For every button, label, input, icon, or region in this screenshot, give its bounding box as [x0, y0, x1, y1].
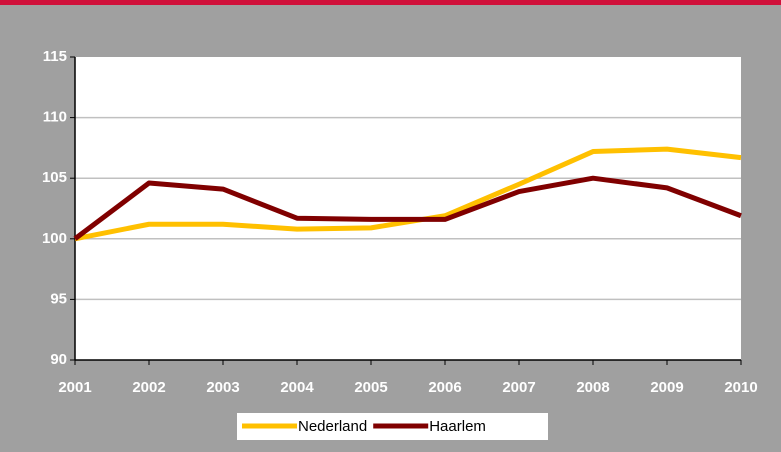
y-tick-label: 95: [50, 290, 67, 307]
x-tick-label: 2007: [502, 379, 535, 396]
x-tick-label: 2004: [280, 379, 314, 396]
x-tick-label: 2002: [132, 379, 165, 396]
x-tick-label: 2001: [58, 379, 91, 396]
y-tick-label: 100: [42, 230, 67, 247]
y-tick-label: 110: [43, 109, 67, 126]
legend-label: Haarlem: [429, 418, 486, 435]
x-tick-label: 2003: [206, 379, 239, 396]
top-bar: [0, 0, 781, 5]
series-line: [73, 175, 742, 241]
legend-label: Nederland: [298, 418, 367, 435]
y-tick-label: 105: [42, 169, 67, 186]
y-tick-label: 90: [50, 351, 67, 368]
y-tick-label: 115: [43, 48, 67, 65]
x-tick-label: 2010: [724, 379, 757, 396]
plot-area: [75, 57, 741, 360]
x-tick-label: 2008: [576, 379, 609, 396]
x-tick-label: 2005: [354, 379, 387, 396]
x-tick-label: 2006: [428, 379, 461, 396]
x-tick-label: 2009: [650, 379, 683, 396]
